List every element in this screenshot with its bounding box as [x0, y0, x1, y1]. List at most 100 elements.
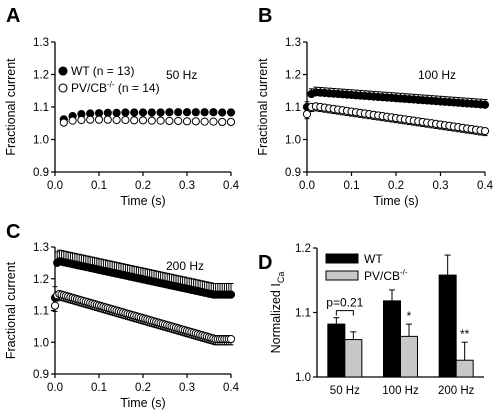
series-ko-a: [59, 115, 236, 127]
series-wt-c: [50, 249, 236, 302]
legend-label-d-ko: PV/CB-/-: [364, 268, 408, 283]
data-point-ko: [77, 115, 86, 125]
data-point-ko: [165, 116, 174, 126]
y-tick-label-c: 0.9: [33, 369, 49, 381]
x-tick-label-c: 0.3: [179, 382, 195, 394]
legend-marker-ko: [58, 83, 68, 93]
data-point-wt: [226, 108, 236, 117]
data-point-ko: [200, 117, 209, 126]
y-tick-label-d: 1.2: [295, 243, 311, 255]
data-point-ko: [121, 115, 130, 125]
data-point-wt: [209, 108, 218, 117]
x-tick-label-a: 0.4: [223, 180, 240, 192]
y-tick-label-c: 1.3: [33, 242, 49, 254]
y-axis-label-d: Normalized ICa: [269, 272, 286, 354]
data-point-ko: [138, 116, 148, 125]
y-tick-label-c: 1.1: [33, 306, 49, 318]
x-tick-label-a: 0.3: [179, 180, 195, 192]
data-point-wt: [165, 108, 174, 117]
y-tick-label-c: 1.2: [33, 274, 49, 286]
x-tick-label-c: 0.4: [223, 382, 240, 394]
y-tick-label-d: 1.0: [295, 372, 311, 384]
y-axis-label-a: Fractional current: [4, 58, 18, 156]
frequency-annotation-a: 50 Hz: [166, 68, 197, 82]
data-point-wt: [112, 108, 121, 117]
bar-wt: [383, 300, 401, 378]
series-ko-b: [302, 102, 490, 137]
data-point-wt: [156, 108, 165, 117]
panel-label-c: C: [6, 221, 20, 243]
y-tick-label-c: 1.0: [33, 337, 49, 349]
legend-label-ko: PV/CB-/- (n = 14): [71, 80, 160, 95]
data-point-ko: [209, 117, 218, 126]
data-point-ko: [68, 116, 77, 125]
panel-label-a: A: [6, 5, 20, 27]
data-point-ko: [226, 334, 236, 344]
y-axis-label-b: Fractional current: [256, 58, 270, 156]
data-point-ko: [59, 118, 68, 127]
series-ko-c: [50, 289, 236, 346]
legend-marker-wt: [58, 66, 68, 76]
data-point-ko: [218, 117, 227, 127]
data-point-ko: [480, 126, 490, 136]
x-tick-label-b: 0.4: [477, 180, 494, 192]
x-tick-label-a: 0.1: [91, 180, 107, 192]
y-tick-label-a: 1.1: [33, 102, 49, 114]
x-tick-label-b: 0.0: [299, 180, 315, 192]
data-point-ko: [86, 115, 95, 124]
significance-bracket-d: [335, 310, 354, 316]
data-point-ko: [94, 115, 104, 124]
panel-label-b: B: [258, 5, 272, 27]
x-tick-label-a: 0.0: [47, 180, 63, 192]
data-point-ko: [112, 115, 121, 125]
x-tick-label-c: 0.1: [91, 382, 107, 394]
x-tick-label-b: 0.3: [433, 180, 449, 192]
bar-wt: [327, 323, 346, 378]
data-point-wt: [182, 108, 192, 117]
y-tick-label-b: 1.3: [285, 37, 301, 49]
data-point-ko: [182, 117, 192, 126]
data-point-ko: [302, 110, 312, 119]
legend-label-wt: WT (n = 13): [71, 64, 134, 78]
x-tick-label-b: 0.2: [388, 180, 404, 192]
x-tick-label-b: 0.1: [344, 180, 360, 192]
y-tick-label-a: 1.2: [33, 70, 49, 82]
data-point-wt: [147, 108, 156, 117]
x-tick-label-c: 0.2: [135, 382, 151, 394]
y-tick-label-b: 0.9: [285, 167, 301, 179]
y-tick-label-b: 1.1: [285, 102, 301, 114]
x-axis-label-b: Time (s): [373, 194, 418, 208]
x-category-label-d: 200 Hz: [438, 385, 475, 397]
data-point-ko: [147, 116, 156, 125]
data-point-ko: [103, 115, 112, 124]
data-point-wt: [138, 108, 148, 117]
data-point-wt: [191, 108, 200, 117]
bar-ko: [344, 339, 363, 378]
y-tick-label-d: 1.1: [295, 308, 311, 320]
significance-star-d: *: [407, 309, 412, 323]
legend-label-d-wt: WT: [364, 252, 383, 266]
y-tick-label-b: 1.0: [285, 135, 301, 147]
x-category-label-d: 100 Hz: [382, 385, 419, 397]
y-tick-label-a: 0.9: [33, 167, 49, 179]
x-axis-label-c: Time (s): [120, 396, 165, 410]
data-point-wt: [218, 108, 227, 117]
data-point-wt: [200, 108, 209, 117]
y-tick-label-a: 1.3: [33, 37, 49, 49]
data-point-ko: [156, 116, 165, 125]
y-tick-label-b: 1.2: [285, 70, 301, 82]
series-wt-b: [302, 86, 490, 112]
x-category-label-d: 50 Hz: [330, 385, 360, 397]
data-point-ko: [174, 116, 183, 126]
frequency-annotation-b: 100 Hz: [418, 68, 456, 82]
data-point-ko: [226, 117, 236, 127]
data-point-wt: [103, 108, 112, 117]
data-point-ko: [191, 117, 200, 126]
frequency-annotation-c: 200 Hz: [166, 259, 204, 273]
data-point-wt: [480, 100, 490, 109]
x-axis-label-a: Time (s): [120, 194, 165, 208]
bar-ko: [455, 359, 474, 378]
y-axis-label-c: Fractional current: [4, 261, 18, 359]
